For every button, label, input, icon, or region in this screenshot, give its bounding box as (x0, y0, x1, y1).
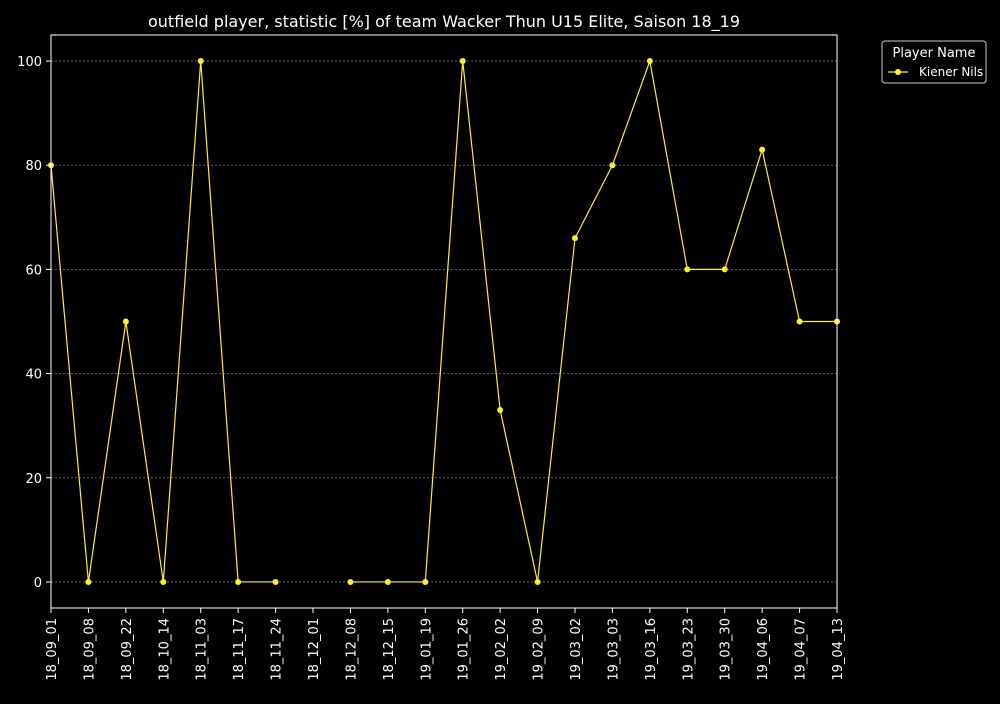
x-axis: 18_09_01 18_09_08 18_09_22 18_10_14 18_11_03… (45, 608, 846, 681)
y-tick-label-0: 0 (34, 576, 42, 591)
data-point-18_12_15 (384, 578, 391, 585)
x-tick-label-19_04_07: 19_04_07 (794, 618, 809, 681)
data-point-19_01_26 (459, 58, 466, 65)
x-tick-label-18_09_08: 18_09_08 (82, 618, 97, 681)
x-tick-label-19_03_30: 19_03_30 (719, 618, 734, 681)
chart-title: outfield player, statistic [%] of team W… (148, 12, 740, 32)
x-tick-label-19_04_06: 19_04_06 (756, 618, 771, 681)
x-tick-label-19_03_23: 19_03_23 (681, 618, 696, 681)
x-tick-label-18_12_15: 18_12_15 (382, 618, 397, 681)
x-tick-label-19_02_02: 19_02_02 (494, 618, 509, 681)
x-tick-label-18_09_01: 18_09_01 (45, 618, 60, 681)
y-tick-label-80: 80 (25, 159, 42, 174)
x-tick-label-18_10_14: 18_10_14 (157, 618, 172, 681)
x-tick-label-18_11_03: 18_11_03 (195, 618, 210, 681)
plot-frame (50, 34, 838, 609)
x-tick-label-18_12_01: 18_12_01 (307, 618, 322, 681)
x-tick-label-18_09_22: 18_09_22 (120, 618, 135, 681)
data-point-18_09_08 (85, 578, 92, 585)
x-tick-label-19_04_13: 19_04_13 (831, 618, 846, 681)
legend-label-kiener-nils: Kiener Nils (919, 65, 983, 79)
y-tick-label-100: 100 (17, 55, 42, 70)
series-layer (48, 58, 840, 585)
y-tick-label-20: 20 (25, 472, 42, 487)
data-point-19_02_02 (497, 407, 504, 414)
y-tick-label-40: 40 (25, 368, 42, 383)
x-tick-label-19_03_02: 19_03_02 (569, 618, 584, 681)
data-point-19_04_06 (759, 146, 766, 153)
data-point-18_11_24 (272, 578, 279, 585)
legend-marker-swatch (895, 69, 901, 75)
x-tick-label-18_11_24: 18_11_24 (270, 618, 285, 681)
data-point-18_09_22 (122, 318, 129, 325)
x-tick-label-18_12_08: 18_12_08 (344, 618, 359, 681)
data-point-19_01_19 (422, 578, 429, 585)
data-point-19_03_23 (684, 266, 691, 273)
series-line-segment-1 (350, 58, 837, 583)
data-point-19_02_09 (534, 578, 541, 585)
y-tick-label-60: 60 (25, 263, 42, 278)
x-tick-label-19_01_26: 19_01_26 (457, 618, 472, 681)
x-tick-label-19_03_16: 19_03_16 (644, 618, 659, 681)
data-point-19_03_02 (572, 235, 578, 242)
y-axis: 0 20 40 60 80 100 (17, 55, 51, 591)
legend-title: Player Name (893, 46, 976, 61)
data-point-18_11_17 (235, 578, 242, 585)
data-point-19_04_07 (796, 318, 803, 325)
data-point-18_12_08 (347, 578, 354, 585)
data-point-19_03_03 (609, 162, 616, 169)
data-point-18_11_03 (197, 58, 204, 65)
data-point-19_03_30 (721, 266, 728, 273)
x-tick-label-18_11_17: 18_11_17 (232, 618, 247, 681)
grid-lines (51, 60, 837, 583)
x-tick-label-19_03_03: 19_03_03 (606, 618, 621, 681)
data-point-19_03_16 (646, 58, 653, 65)
x-tick-label-19_02_09: 19_02_09 (532, 618, 547, 681)
data-point-18_10_14 (160, 578, 167, 585)
series-line-segment-0 (50, 61, 276, 583)
x-tick-label-19_01_19: 19_01_19 (419, 618, 434, 681)
legend: Player Name Kiener Nils (881, 40, 987, 84)
